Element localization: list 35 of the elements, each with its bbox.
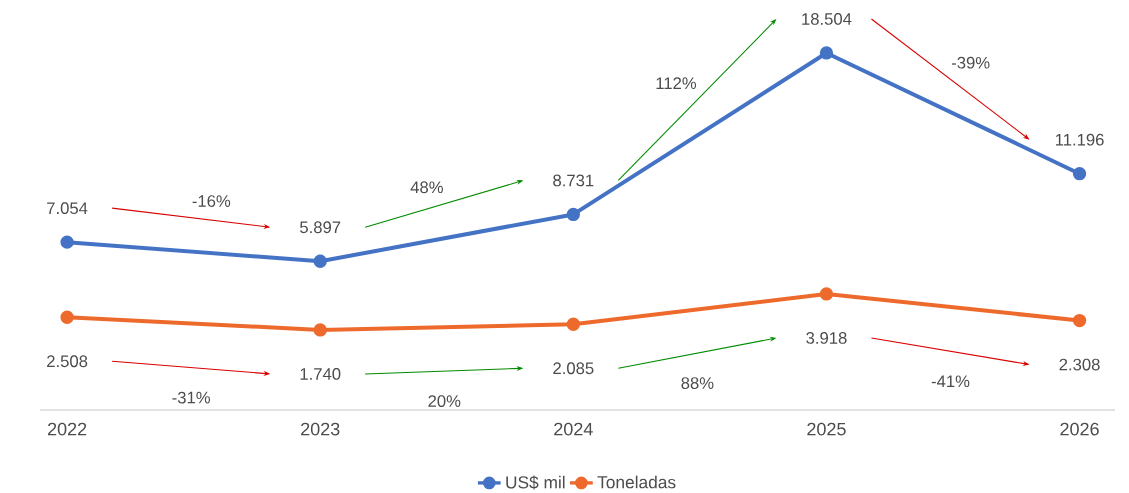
text: -31% <box>172 391 211 404</box>
point <box>60 310 74 324</box>
x-tick-label: 2024 <box>554 422 593 436</box>
data-label: 3.918 <box>806 332 847 344</box>
text: 88% <box>681 377 714 389</box>
text: 20% <box>428 395 461 407</box>
legend-label: US$ mil <box>506 475 565 490</box>
annotation: -39% <box>951 56 990 69</box>
data-label: 8.731 <box>553 174 594 187</box>
point <box>566 207 580 222</box>
x-tick-label: 2026 <box>1060 422 1099 436</box>
data-label: 2.085 <box>553 362 594 375</box>
data-label: 1.740 <box>300 368 341 380</box>
point <box>60 235 74 249</box>
annotation: 48% <box>410 181 443 194</box>
annotation: -16% <box>192 195 231 207</box>
data-label: 2.308 <box>1059 358 1100 371</box>
data-label: 2.508 <box>47 355 88 368</box>
data-label: 7.054 <box>47 202 88 215</box>
data-label: 11.196 <box>1055 133 1104 146</box>
x-tick-label: 2025 <box>807 422 846 436</box>
point <box>819 46 834 60</box>
point <box>313 323 327 337</box>
point <box>1072 313 1087 328</box>
point <box>313 254 327 268</box>
x-tick-label: 2023 <box>301 422 340 436</box>
text: -41% <box>931 375 970 388</box>
legend-label: Toneladas <box>597 475 676 489</box>
point <box>1072 167 1087 181</box>
data-label: 5.897 <box>300 221 341 234</box>
point <box>819 287 834 301</box>
x-tick-label: 2022 <box>47 422 87 436</box>
data-label: 18.504 <box>802 13 852 25</box>
annotation: 112% <box>656 77 697 89</box>
point <box>566 317 580 331</box>
